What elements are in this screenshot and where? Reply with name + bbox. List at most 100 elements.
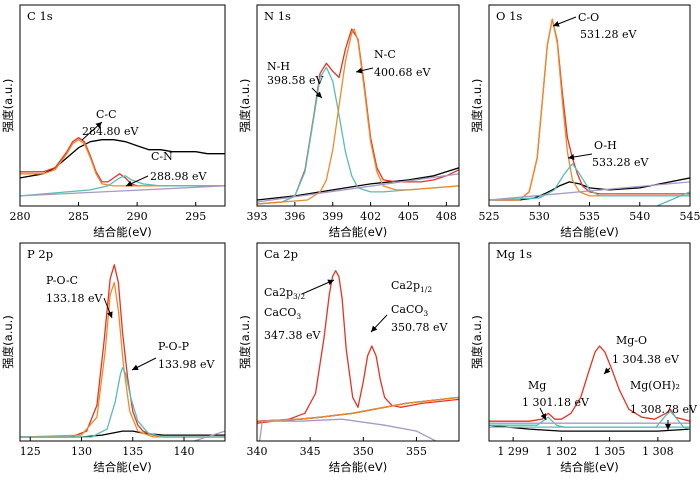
- arrow-head: [553, 21, 560, 27]
- series-line-1: [257, 167, 459, 201]
- panel-title: Ca 2p: [264, 247, 298, 261]
- x-tick-label: 402: [360, 210, 381, 223]
- panel-3: 525 530 535 540 545 结合能(eV) 强度(a.u.) O 1s C-O 531…: [470, 4, 700, 239]
- y-axis-label: 强度(a.u.): [1, 79, 15, 133]
- x-tick-label: 280: [10, 210, 31, 223]
- peak-annotation: Mg(OH)₂ 1 308.78 eV: [630, 379, 698, 430]
- series-line-4: [489, 163, 690, 201]
- peak-annotation: Mg 1 301.18 eV: [522, 379, 590, 421]
- y-axis-label: 强度(a.u.): [470, 315, 484, 369]
- peak-energy: 350.78 eV: [391, 321, 448, 334]
- x-tick-label: 535: [579, 210, 600, 223]
- x-tick-label: 140: [174, 445, 195, 458]
- arrow-head: [665, 424, 671, 430]
- arrow-head: [315, 91, 322, 98]
- x-axis-label: 结合能(eV): [93, 225, 151, 239]
- peak-annotation: Ca2p1/2 CaCO3 350.78 eV: [370, 279, 448, 334]
- series-group: [489, 345, 690, 432]
- peak-annotation: C-O 531.28 eV: [552, 11, 637, 41]
- peak-annotation: C-C 284.80 eV: [81, 108, 139, 141]
- panel-2: 393 396 399 402 405 408 结合能(eV) 强度(a.u.) N 1s N-H…: [238, 4, 460, 239]
- x-axis-label: 结合能(eV): [93, 460, 151, 474]
- x-tick-label: 399: [322, 210, 343, 223]
- peak-annotation: P-O-C 133.18 eV: [46, 274, 113, 319]
- peak-annotation: Ca2p3/2 CaCO3 347.38 eV: [264, 279, 335, 342]
- y-axis-label: 强度(a.u.): [238, 315, 252, 369]
- series-line-3: [20, 281, 225, 438]
- x-tick-label: 408: [436, 210, 457, 223]
- series-line-3: [257, 66, 459, 205]
- x-tick-label: 345: [300, 445, 321, 458]
- series-line-2: [489, 345, 690, 422]
- plot-frame: [19, 4, 226, 207]
- peak-energy: 1 304.38 eV: [612, 353, 680, 366]
- peak-label: P-O-P: [158, 340, 190, 353]
- arrow-head: [568, 154, 575, 160]
- x-tick-label: 1 305: [594, 445, 626, 458]
- panel-title: O 1s: [496, 9, 522, 23]
- x-tick-label: 405: [398, 210, 419, 223]
- panel-title: C 1s: [27, 9, 53, 23]
- compound-label: CaCO3: [391, 303, 428, 318]
- peak-label: N-C: [374, 48, 396, 61]
- peak-energy: 398.58 eV: [267, 74, 324, 87]
- series-line-1: [489, 424, 690, 432]
- peak-energy: 531.28 eV: [580, 28, 637, 41]
- peak-label: Mg(OH)₂: [630, 379, 680, 392]
- x-tick-label: 540: [629, 210, 650, 223]
- x-tick-label: 285: [68, 210, 89, 223]
- series-group: [489, 18, 690, 206]
- arrow-head: [327, 279, 334, 286]
- x-axis-label: 结合能(eV): [329, 225, 387, 239]
- x-tick-label: 295: [185, 210, 206, 223]
- peak-label: Mg-O: [616, 334, 647, 347]
- peak-energy: 288.98 eV: [150, 170, 207, 183]
- x-tick-label: 393: [247, 210, 268, 223]
- x-tick-label: 290: [127, 210, 148, 223]
- x-tick-label: 530: [529, 210, 550, 223]
- x-axis-label: 结合能(eV): [560, 460, 618, 474]
- arrow-head: [604, 367, 611, 374]
- peak-annotation: N-C 400.68 eV: [355, 48, 431, 79]
- y-axis-label: 强度(a.u.): [470, 79, 484, 133]
- peak-energy: 533.28 eV: [592, 156, 649, 169]
- series-line-5: [655, 191, 690, 206]
- series-line-3: [489, 18, 690, 201]
- peak-label: Ca2p1/2: [391, 279, 432, 294]
- x-tick-label: 350: [353, 445, 374, 458]
- series-line-6: [489, 181, 690, 201]
- series-line-5: [192, 430, 225, 441]
- panel-1: 280 285 290 295 结合能(eV) 强度(a.u.) C 1s C-C 284.80…: [1, 4, 226, 239]
- x-axis-label: 结合能(eV): [560, 225, 618, 239]
- series-line-3: [257, 396, 459, 422]
- x-tick-label: 135: [122, 445, 143, 458]
- series-line-3: [20, 139, 225, 187]
- series-line-5: [257, 173, 459, 203]
- arrow-head: [540, 413, 546, 420]
- series-line-4: [20, 367, 225, 438]
- series-group: [20, 137, 225, 197]
- series-line-5: [20, 185, 225, 197]
- panel-title: P 2p: [27, 247, 53, 261]
- peak-annotation: C-N 288.98 eV: [125, 150, 207, 187]
- panel-6: 1 299 1 302 1 305 1 308 结合能(eV) 强度(a.u.) Mg 1s…: [470, 242, 698, 474]
- panel-title: Mg 1s: [496, 247, 532, 261]
- peak-label: Mg: [528, 379, 546, 392]
- x-tick-label: 355: [406, 445, 427, 458]
- arrow-head: [126, 180, 133, 187]
- plot-frame: [256, 242, 460, 442]
- series-group: [257, 270, 459, 441]
- x-tick-label: 130: [71, 445, 92, 458]
- x-tick-label: 396: [284, 210, 305, 223]
- x-tick-label: 545: [680, 210, 700, 223]
- peak-energy: 1 308.78 eV: [630, 403, 698, 416]
- x-tick-label: 1 308: [642, 445, 674, 458]
- x-tick-label: 1 299: [497, 445, 529, 458]
- arrow-head: [106, 311, 113, 318]
- peak-label: C-C: [96, 108, 117, 121]
- arrow-head: [356, 67, 363, 74]
- peak-label: P-O-C: [46, 274, 78, 287]
